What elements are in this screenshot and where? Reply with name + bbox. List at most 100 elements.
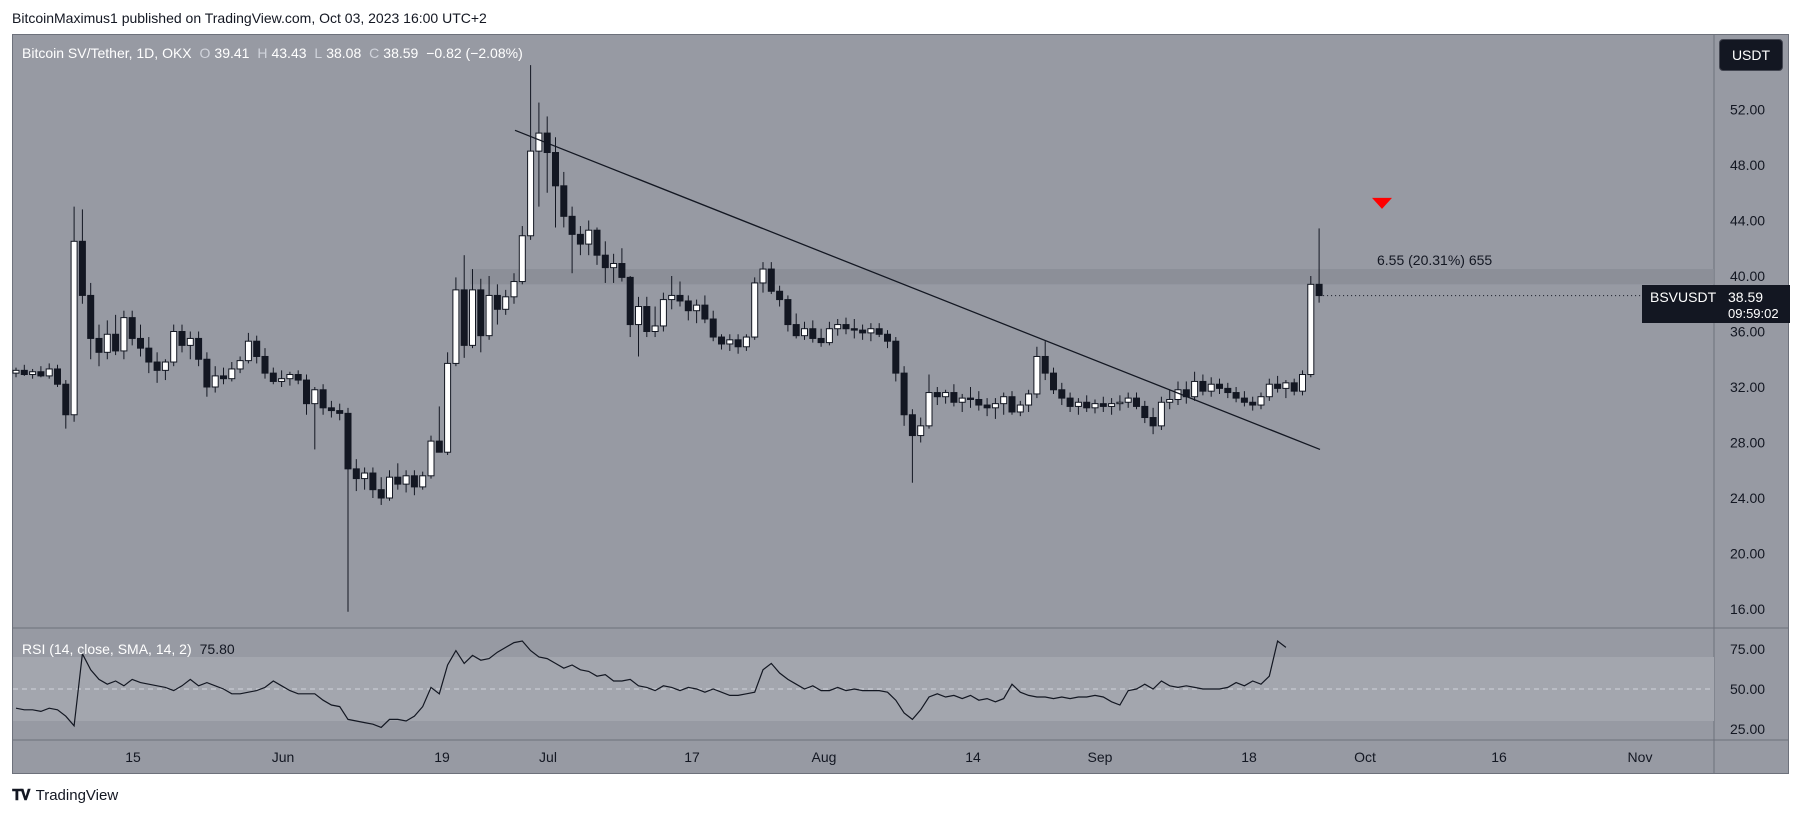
candle-up [1124,397,1132,403]
candle-up [1265,383,1273,398]
candle-up [1025,393,1033,406]
currency-button[interactable]: USDT [1719,39,1783,71]
candle-up [45,368,53,377]
candle-down [1315,283,1323,297]
time-tick-label: Sep [1088,749,1113,765]
candle-down [601,254,609,269]
candle-down [352,468,360,480]
tradingview-logo[interactable]: 𝐓𝐕 TradingView [12,787,118,804]
candle-down [294,374,302,381]
candle-up [427,440,435,477]
candle-down [128,317,136,339]
low-value: 38.08 [326,45,362,61]
candle-down [1224,387,1232,394]
candle-down [1066,397,1074,407]
candle-down [593,229,601,256]
candle-down [261,355,269,374]
time-tick-label: Oct [1354,749,1376,765]
candle-up [469,289,476,346]
candle-down [792,324,800,337]
candle-down [303,379,310,405]
candle-up [834,324,842,330]
candle-up [236,360,244,370]
candle-up [103,333,111,353]
candle-down [967,397,974,400]
candle-down [344,412,352,470]
candle-up [485,294,493,337]
candle-down [460,289,468,346]
resistance-zone [470,269,1714,285]
time-tick-label: 14 [965,749,981,765]
close-value: 38.59 [383,45,419,61]
candle-down [576,233,584,245]
candle-up [801,328,808,337]
price-tick-label: 28.00 [1730,435,1765,451]
candle-up [120,317,128,352]
candle-down [1290,382,1298,392]
candle-down [884,333,891,342]
candle-up [361,472,369,480]
candle-up [386,476,393,499]
candle-down [767,268,775,292]
candle-down [1133,397,1140,407]
descending-trendline [514,129,1321,451]
candle-down [1232,392,1240,399]
candle-down [776,290,784,301]
rsi-title: RSI (14, close, SMA, 14, 2) [22,641,192,657]
candle-up [585,229,593,245]
candle-down [78,240,86,296]
candle-down [253,340,261,357]
price-tick-label: 20.00 [1730,546,1765,562]
time-tick-label: 19 [434,749,450,765]
candle-up [170,331,178,363]
candle-up [535,132,543,152]
low-label: L [314,45,323,61]
candle-up [311,389,319,405]
candle-down [145,347,153,363]
candle-up [402,475,410,485]
price-label-symbol: BSVUSDT [1650,289,1717,305]
last-price-label: BSVUSDT 38.59 09:59:02 [1642,285,1790,323]
candle-down [269,372,277,382]
candle-down [718,336,725,345]
candle-up [867,328,875,334]
time-tick-label: Nov [1628,749,1653,765]
candle-down [809,328,817,339]
candle-down [908,414,916,437]
candle-up [228,368,236,380]
candle-up [29,371,37,376]
candle-down [892,340,900,374]
candle-up [502,296,510,310]
rsi-tick-label: 25.00 [1730,721,1765,737]
candle-down [1099,403,1107,407]
candle-up [186,337,194,346]
candle-down [1249,401,1257,406]
candle-up [1091,403,1099,409]
candle-down [850,328,858,331]
candle-down [643,306,651,332]
candle-down [676,294,684,302]
symbol-title: Bitcoin SV/Tether, 1D, OKX [22,45,192,61]
candle-down [203,358,211,388]
candle-down [734,339,742,348]
candle-down [137,337,144,349]
candle-up [1108,403,1116,407]
candle-down [626,276,634,326]
tradingview-brand: TradingView [35,787,119,804]
time-tick-label: 17 [684,749,700,765]
candle-up [1207,383,1215,392]
candle-up [659,299,667,327]
candle-down [95,337,103,353]
rsi-tick-label: 50.00 [1730,681,1765,697]
candle-down [701,304,709,320]
candle-down [618,263,626,278]
candle-down [784,299,792,326]
candle-up [958,397,966,403]
candle-down [220,375,227,380]
candle-down [87,294,95,339]
candle-down [54,368,61,385]
candle-down [195,337,203,360]
candle-up [1016,404,1024,413]
time-tick-label: Jul [539,749,557,765]
